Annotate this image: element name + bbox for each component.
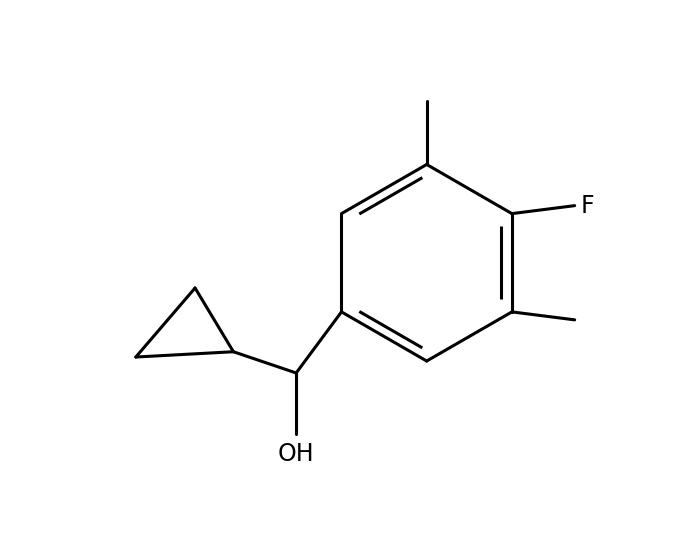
Text: F: F <box>580 194 594 218</box>
Text: OH: OH <box>278 442 314 466</box>
